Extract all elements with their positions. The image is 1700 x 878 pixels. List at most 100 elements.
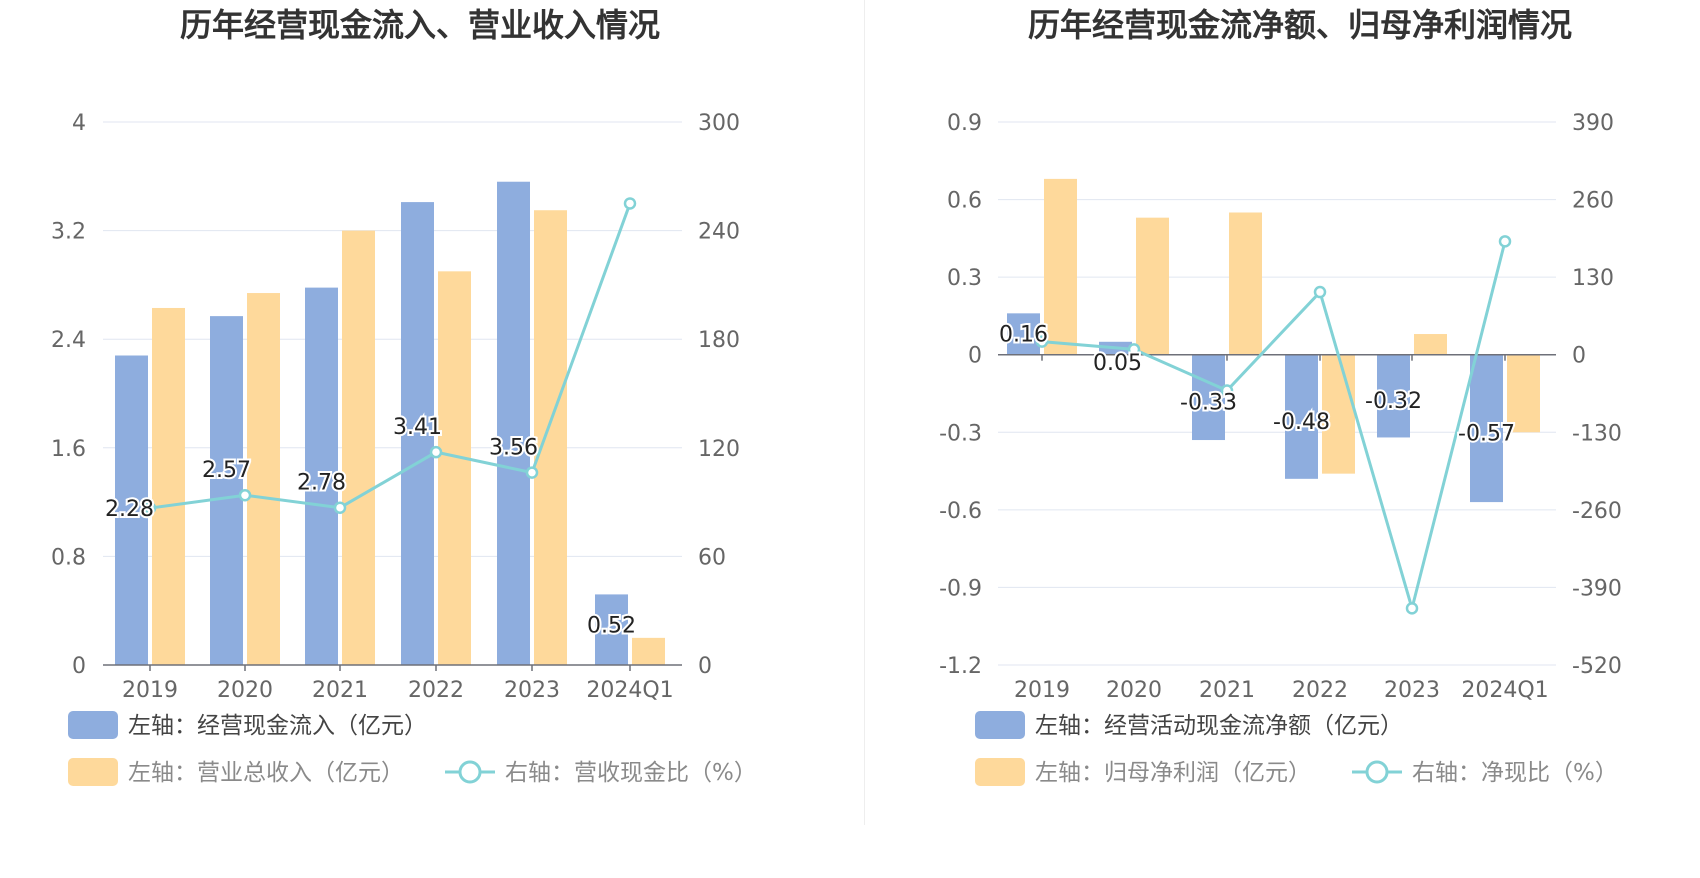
left-axis-tick-label: 0.9 xyxy=(947,111,982,136)
bar-secondary xyxy=(1322,354,1355,474)
right-axis-tick-label: -390 xyxy=(1572,576,1622,601)
right-axis-tick-label: 120 xyxy=(698,437,740,462)
panel-divider xyxy=(864,0,865,825)
ratio-point xyxy=(1220,384,1234,397)
bar-primary xyxy=(115,355,148,665)
ratio-point xyxy=(1313,285,1327,299)
legend-swatch xyxy=(68,758,118,786)
bar-data-label: -0.32 xyxy=(1365,389,1422,414)
left-axis-tick-label: -0.3 xyxy=(939,421,982,446)
legend-label: 左轴：经营现金流入（亿元） xyxy=(128,713,427,739)
ratio-point xyxy=(333,501,347,514)
bar-data-label: 2.57 xyxy=(202,458,251,483)
x-axis-tick-label: 2020 xyxy=(217,678,273,703)
bar-data-label: 0.16 xyxy=(999,322,1048,347)
legend-swatch xyxy=(68,711,118,739)
x-axis-tick-label: 2022 xyxy=(1292,678,1348,703)
left-axis-tick-label: -1.2 xyxy=(939,654,982,679)
ratio-point xyxy=(429,445,443,459)
bar-primary xyxy=(1470,354,1503,503)
bar-secondary xyxy=(1507,354,1540,433)
chart-title: 历年经营现金流入、营业收入情况 xyxy=(180,6,660,44)
x-axis-tick-label: 2022 xyxy=(408,678,464,703)
left-axis-tick-label: 2.4 xyxy=(51,328,86,353)
right-axis-tick-label: 0 xyxy=(698,654,712,679)
ratio-line xyxy=(1041,240,1507,615)
bar-secondary xyxy=(534,210,567,666)
ratio-line xyxy=(149,202,632,510)
x-axis-tick-label: 2019 xyxy=(1014,678,1070,703)
right-axis-tick-label: 260 xyxy=(1572,189,1614,214)
bar-secondary xyxy=(632,637,665,665)
left-axis-tick-label: 0.6 xyxy=(947,189,982,214)
bar-data-label: 3.56 xyxy=(489,436,538,461)
ratio-point xyxy=(1035,335,1049,348)
right-axis-tick-label: 130 xyxy=(1572,266,1614,291)
x-axis-tick-label: 2024Q1 xyxy=(586,678,673,703)
right-axis-tick-label: 300 xyxy=(698,111,740,136)
ratio-point xyxy=(238,488,252,502)
bar-data-label: -0.48 xyxy=(1273,410,1330,435)
x-axis-tick-label: 2023 xyxy=(1384,678,1440,703)
left-axis-tick-label: 4 xyxy=(72,111,86,136)
left-axis-tick-label: 0 xyxy=(72,654,86,679)
bar-secondary xyxy=(1414,334,1447,355)
legend-swatch xyxy=(975,711,1025,739)
legend-marker xyxy=(1365,760,1389,784)
bar-secondary xyxy=(342,230,375,665)
bar-secondary xyxy=(1044,178,1077,355)
legend-label: 右轴：营收现金比（%） xyxy=(505,760,757,786)
left-axis-tick-label: 0.8 xyxy=(51,545,86,570)
chart-title: 历年经营现金流净额、归母净利润情况 xyxy=(1028,6,1572,44)
bar-primary xyxy=(305,287,338,665)
bar-secondary xyxy=(152,307,185,665)
left-axis-tick-label: -0.6 xyxy=(939,499,982,524)
bar-secondary xyxy=(438,271,471,665)
bar-secondary xyxy=(247,293,280,665)
bar-data-label: -0.33 xyxy=(1180,390,1237,415)
bar-primary xyxy=(1192,354,1225,441)
legend-label: 左轴：归母净利润（亿元） xyxy=(1035,760,1311,786)
ratio-point xyxy=(1498,235,1512,248)
bar-data-label: 3.41 xyxy=(393,415,442,440)
ratio-point xyxy=(1405,602,1419,615)
x-axis-tick-label: 2021 xyxy=(1199,678,1255,703)
legend-swatch xyxy=(975,758,1025,786)
legend-label: 左轴：营业总收入（亿元） xyxy=(128,760,404,786)
right-axis-tick-label: -130 xyxy=(1572,421,1622,446)
left-axis-tick-label: -0.9 xyxy=(939,576,982,601)
ratio-point xyxy=(623,197,637,210)
right-axis-tick-label: 390 xyxy=(1572,111,1614,136)
legend-label: 右轴：净现比（%） xyxy=(1412,760,1618,786)
x-axis-tick-label: 2021 xyxy=(312,678,368,703)
ratio-point xyxy=(1127,343,1141,356)
legend-label: 左轴：经营活动现金流净额（亿元） xyxy=(1035,713,1403,739)
right-axis-tick-label: 180 xyxy=(698,328,740,353)
bar-data-label: 0.52 xyxy=(587,613,636,638)
bar-data-label: 0.05 xyxy=(1093,351,1142,376)
right-axis-tick-label: -260 xyxy=(1572,499,1622,524)
right-axis-tick-label: -520 xyxy=(1572,654,1622,679)
left-axis-tick-label: 1.6 xyxy=(51,437,86,462)
bar-primary xyxy=(401,202,434,665)
bar-primary xyxy=(497,181,530,666)
bar-secondary xyxy=(1229,212,1262,355)
bar-primary xyxy=(1377,354,1410,438)
x-axis-tick-label: 2024Q1 xyxy=(1461,678,1548,703)
bar-secondary xyxy=(1136,217,1169,355)
x-axis-tick-label: 2023 xyxy=(504,678,560,703)
left-axis-tick-label: 3.2 xyxy=(51,220,86,245)
right-axis-tick-label: 240 xyxy=(698,220,740,245)
x-axis-tick-label: 2019 xyxy=(122,678,178,703)
bar-data-label: 2.78 xyxy=(297,471,346,496)
x-axis-tick-label: 2020 xyxy=(1106,678,1162,703)
legend-marker xyxy=(458,760,482,784)
bar-primary xyxy=(1007,313,1040,355)
right-axis-tick-label: 60 xyxy=(698,545,726,570)
bar-data-label: -0.57 xyxy=(1458,421,1515,446)
ratio-point xyxy=(525,466,539,479)
ratio-point xyxy=(143,501,157,515)
bar-primary xyxy=(210,316,243,665)
